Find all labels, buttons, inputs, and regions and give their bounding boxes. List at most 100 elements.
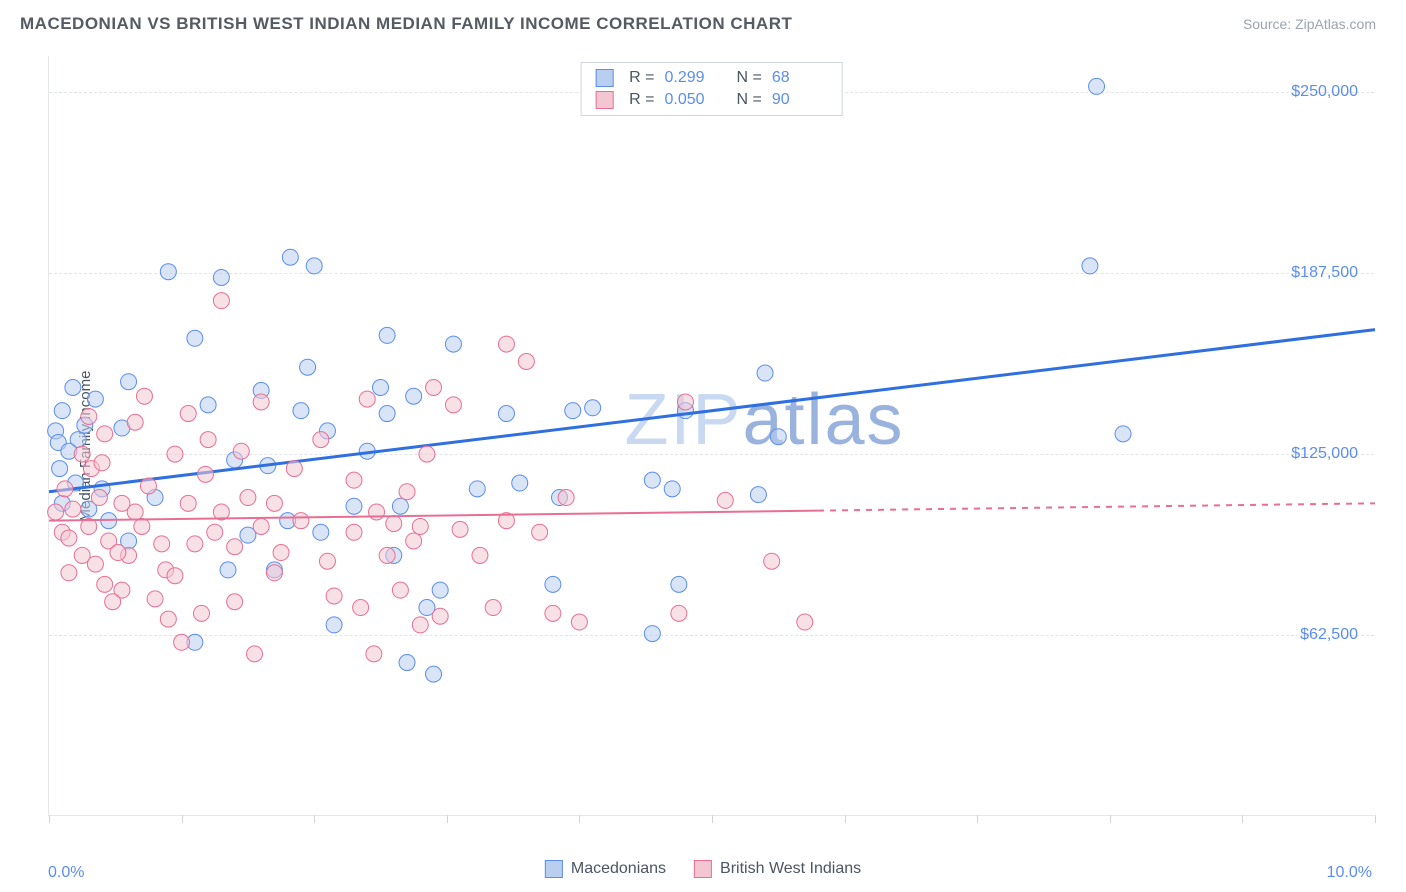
data-point [293,513,309,529]
legend-label-1: British West Indians [720,860,861,878]
data-point [571,614,587,630]
data-point [485,600,501,616]
data-point [282,249,298,265]
data-point [757,365,773,381]
data-point [293,403,309,419]
data-point [136,388,152,404]
data-point [213,293,229,309]
data-point [379,547,395,563]
data-point [445,397,461,413]
data-point [87,391,103,407]
data-point [207,524,223,540]
n-label: N = [737,91,762,109]
data-point [565,403,581,419]
x-tick [1242,815,1243,823]
data-point [105,594,121,610]
data-point [253,518,269,534]
data-point [233,443,249,459]
data-point [187,330,203,346]
x-tick [314,815,315,823]
data-point [127,414,143,430]
data-point [213,269,229,285]
data-point [558,490,574,506]
data-point [677,394,693,410]
r-label: R = [629,91,654,109]
data-point [366,646,382,662]
legend-row-series-0: R = 0.299 N = 68 [595,67,828,89]
data-point [671,576,687,592]
data-point [193,605,209,621]
x-tick [579,815,580,823]
data-point [399,484,415,500]
legend-row-series-1: R = 0.050 N = 90 [595,89,828,111]
data-point [253,394,269,410]
data-point [74,446,90,462]
regression-line-extrapolated [818,503,1375,510]
data-point [57,481,73,497]
data-point [412,617,428,633]
swatch-icon [694,860,712,878]
data-point [61,565,77,581]
data-point [644,472,660,488]
data-point [87,556,103,572]
data-point [346,472,362,488]
data-point [61,530,77,546]
data-point [512,475,528,491]
data-point [167,446,183,462]
data-point [147,591,163,607]
data-point [227,539,243,555]
x-tick [49,815,50,823]
data-point [160,264,176,280]
x-tick [1375,815,1376,823]
data-point [498,336,514,352]
legend-label-0: Macedonians [571,860,666,878]
scatter-svg [49,56,1374,815]
data-point [392,582,408,598]
x-tick [977,815,978,823]
x-axis-max-label: 10.0% [1327,864,1372,882]
data-point [432,608,448,624]
r-value-0: 0.299 [665,69,721,87]
data-point [373,380,389,396]
legend-item-0: Macedonians [545,860,666,878]
data-point [286,461,302,477]
data-point [445,336,461,352]
data-point [386,516,402,532]
data-point [81,408,97,424]
x-tick [1110,815,1111,823]
data-point [180,406,196,422]
x-tick [447,815,448,823]
data-point [54,403,70,419]
data-point [48,504,64,520]
data-point [167,568,183,584]
data-point [266,495,282,511]
r-value-1: 0.050 [665,91,721,109]
data-point [469,481,485,497]
data-point [399,655,415,671]
data-point [406,533,422,549]
data-point [426,380,442,396]
data-point [346,524,362,540]
data-point [472,547,488,563]
data-point [379,327,395,343]
data-point [110,545,126,561]
data-point [326,588,342,604]
data-point [306,258,322,274]
data-point [313,432,329,448]
data-point [52,461,68,477]
n-value-1: 90 [772,91,828,109]
data-point [1082,258,1098,274]
data-point [160,611,176,627]
chart-plot-area: ZIPatlas R = 0.299 N = 68 R = 0.050 N = … [48,56,1374,816]
n-value-0: 68 [772,69,828,87]
data-point [187,536,203,552]
data-point [353,600,369,616]
data-point [644,626,660,642]
data-point [200,432,216,448]
data-point [585,400,601,416]
data-point [174,634,190,650]
data-point [1115,426,1131,442]
correlation-legend: R = 0.299 N = 68 R = 0.050 N = 90 [580,62,843,116]
data-point [671,605,687,621]
data-point [65,380,81,396]
